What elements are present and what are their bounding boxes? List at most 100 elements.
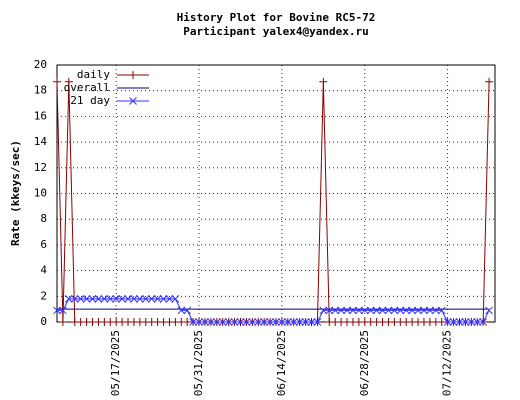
data-point xyxy=(307,318,316,326)
data-point xyxy=(159,295,168,303)
data-point xyxy=(349,306,357,315)
data-point xyxy=(242,318,251,326)
data-point xyxy=(153,295,162,303)
y-tick-label: 18 xyxy=(34,84,47,97)
data-point xyxy=(272,318,280,326)
y-tick-label: 10 xyxy=(34,187,47,200)
data-point xyxy=(372,306,381,315)
data-point xyxy=(189,318,197,326)
data-point xyxy=(212,318,221,326)
y-tick-label: 8 xyxy=(40,212,47,225)
data-point xyxy=(53,306,61,315)
y-axis-label: Rate (kkeys/sec) xyxy=(9,140,22,246)
y-tick-label: 20 xyxy=(34,58,47,71)
data-point xyxy=(455,318,464,326)
data-point xyxy=(295,318,304,326)
data-point xyxy=(402,306,411,315)
data-point xyxy=(301,318,310,326)
x-tick-label: 05/17/2025 xyxy=(109,330,122,396)
data-point xyxy=(473,318,482,326)
data-point xyxy=(141,295,150,303)
data-point xyxy=(283,318,292,326)
data-point xyxy=(177,306,186,315)
data-point xyxy=(130,295,138,303)
data-point xyxy=(165,295,174,303)
x-tick-label: 06/28/2025 xyxy=(358,330,371,396)
x-tick-label: 05/31/2025 xyxy=(192,330,205,396)
data-point xyxy=(384,306,393,315)
data-point xyxy=(485,306,493,315)
data-point xyxy=(343,306,351,315)
data-point xyxy=(76,295,85,303)
data-point xyxy=(319,306,328,315)
data-point xyxy=(325,306,334,315)
data-point xyxy=(124,295,132,303)
y-tick-label: 4 xyxy=(40,264,47,277)
data-point xyxy=(337,306,345,315)
legend-label: overall xyxy=(64,81,110,94)
data-point xyxy=(485,77,494,86)
data-point xyxy=(319,77,328,86)
data-point xyxy=(236,318,245,326)
data-point xyxy=(431,306,440,315)
data-point xyxy=(201,318,209,326)
data-point xyxy=(94,295,103,303)
data-point xyxy=(437,306,446,315)
data-point xyxy=(443,318,452,326)
data-point xyxy=(390,306,399,315)
data-point xyxy=(88,295,97,303)
legend-label: daily xyxy=(77,68,110,81)
data-point xyxy=(100,295,109,303)
x-tick-label: 06/14/2025 xyxy=(275,330,288,396)
data-point xyxy=(171,295,180,303)
data-point xyxy=(449,318,458,326)
data-point xyxy=(64,77,73,86)
data-point xyxy=(70,295,79,303)
y-tick-label: 0 xyxy=(40,315,47,328)
data-point xyxy=(355,306,363,315)
data-point xyxy=(112,295,121,303)
data-point xyxy=(313,318,322,326)
data-point xyxy=(195,318,203,326)
data-point xyxy=(461,318,470,326)
data-point xyxy=(254,318,263,326)
data-point xyxy=(183,306,192,315)
data-point xyxy=(53,77,61,86)
data-point xyxy=(278,318,286,326)
data-point xyxy=(248,318,257,326)
data-point xyxy=(420,306,428,315)
y-tick-label: 12 xyxy=(34,161,47,174)
data-point xyxy=(479,318,488,326)
data-point xyxy=(147,295,156,303)
data-point xyxy=(118,295,126,303)
data-point xyxy=(266,318,274,326)
y-tick-label: 6 xyxy=(40,238,47,251)
data-point xyxy=(289,318,298,326)
legend-marker xyxy=(129,97,137,105)
data-point xyxy=(82,295,91,303)
chart-subtitle: Participant yalex4@yandex.ru xyxy=(183,25,368,38)
data-point xyxy=(230,318,239,326)
data-point xyxy=(467,318,476,326)
legend-label: 21 day xyxy=(70,94,110,107)
y-tick-label: 16 xyxy=(34,109,47,122)
data-point xyxy=(106,295,115,303)
data-point xyxy=(331,306,340,315)
data-point xyxy=(207,318,215,326)
data-point xyxy=(366,306,375,315)
data-point xyxy=(59,306,67,315)
data-point xyxy=(224,318,233,326)
chart-title: History Plot for Bovine RC5-72 xyxy=(177,11,376,24)
data-point xyxy=(260,318,269,326)
y-tick-label: 14 xyxy=(34,135,48,148)
data-point xyxy=(378,306,387,315)
legend-marker xyxy=(129,71,137,79)
data-point xyxy=(396,306,405,315)
data-point xyxy=(136,295,144,303)
data-point xyxy=(218,318,227,326)
data-point xyxy=(426,306,434,315)
x-tick-label: 07/12/2025 xyxy=(441,330,454,396)
series-line xyxy=(57,298,490,323)
